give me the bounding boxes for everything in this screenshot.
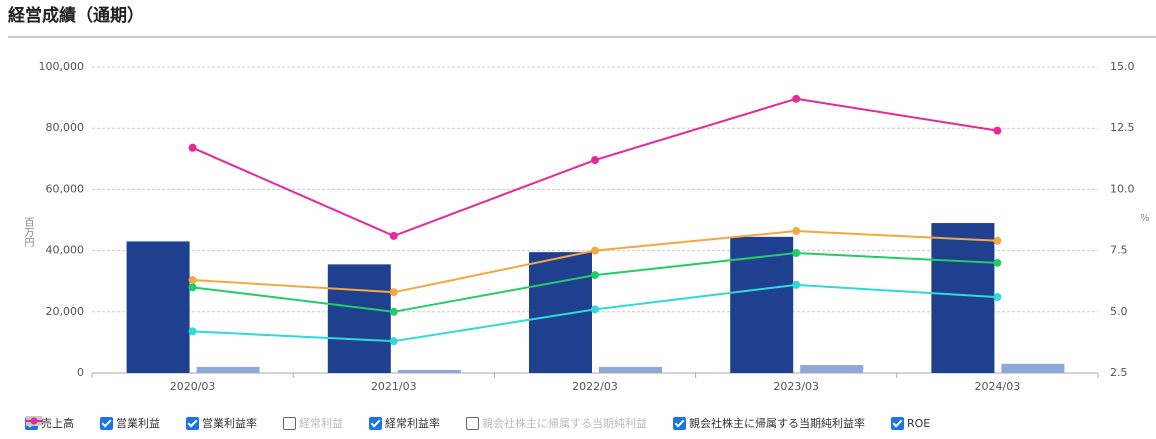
bar bbox=[529, 252, 592, 373]
y-tick-label: 60,000 bbox=[46, 182, 85, 195]
point bbox=[993, 293, 1002, 302]
y-tick-label: 20,000 bbox=[46, 305, 85, 318]
point bbox=[188, 327, 197, 336]
legend-item[interactable]: 親会社株主に帰属する当期純利益率 bbox=[25, 415, 865, 431]
checkbox[interactable] bbox=[283, 416, 296, 430]
line bbox=[192, 230, 998, 294]
point bbox=[389, 288, 398, 297]
point bbox=[188, 143, 197, 152]
y2-tick-label: 10.0 bbox=[1110, 182, 1135, 195]
point bbox=[792, 94, 801, 103]
x-tick-label: 2022/03 bbox=[572, 380, 618, 393]
chart-title: 経営成績（通期） bbox=[8, 5, 144, 26]
y-tick-label: 40,000 bbox=[46, 244, 85, 257]
point bbox=[792, 249, 801, 258]
legend-label: 経常利益 bbox=[299, 417, 343, 430]
point bbox=[389, 337, 398, 346]
point bbox=[993, 126, 1002, 135]
bar bbox=[599, 366, 662, 373]
y2-tick-label: 15.0 bbox=[1110, 60, 1135, 73]
legend-item[interactable]: 経常利益 bbox=[26, 415, 343, 431]
checkbox[interactable] bbox=[891, 416, 904, 430]
bar bbox=[397, 369, 461, 373]
y2-axis-label: % bbox=[1140, 213, 1150, 224]
legend-item[interactable]: ROE bbox=[25, 416, 931, 430]
x-tick-label: 2024/03 bbox=[975, 380, 1021, 393]
legend-label: 親会社株主に帰属する当期純利益率 bbox=[689, 417, 865, 430]
legend: 売上高 営業利益 営業利益率 経常利益 経常利益率 親会社株主に帰属する当期純利益 親会社株… bbox=[25, 415, 956, 431]
y-tick-label: 0 bbox=[77, 366, 84, 379]
chart: 経営成績（通期） 百万円 % 0 20,000 40,000 60,000 80,000… bbox=[8, 5, 1156, 393]
point bbox=[591, 156, 599, 165]
legend-label: 売上高 bbox=[41, 417, 74, 430]
legend-label: ROE bbox=[907, 416, 931, 430]
checkbox[interactable] bbox=[100, 416, 113, 430]
bar bbox=[327, 264, 391, 373]
legend-item[interactable]: 営業利益 bbox=[26, 415, 160, 431]
legend-item[interactable]: 親会社株主に帰属する当期純利益 bbox=[26, 415, 647, 431]
swatch bbox=[30, 417, 38, 425]
point bbox=[591, 305, 599, 314]
line bbox=[192, 97, 998, 237]
point bbox=[389, 307, 398, 316]
bar bbox=[1001, 363, 1065, 373]
point bbox=[993, 236, 1002, 245]
checkbox[interactable] bbox=[466, 416, 479, 430]
point bbox=[591, 271, 599, 280]
bar bbox=[931, 223, 995, 373]
y2-tick-label: 7.5 bbox=[1110, 244, 1128, 257]
checkbox[interactable] bbox=[186, 416, 199, 430]
y-tick-label: 80,000 bbox=[46, 121, 85, 134]
y-tick-label: 100,000 bbox=[39, 60, 85, 73]
y-axis-label: 百万円 bbox=[22, 217, 34, 248]
line bbox=[192, 252, 998, 313]
legend-label: 営業利益率 bbox=[202, 417, 257, 430]
legend-label: 親会社株主に帰属する当期純利益 bbox=[482, 417, 647, 430]
bar bbox=[800, 365, 864, 373]
y2-tick-label: 2.5 bbox=[1110, 366, 1128, 379]
x-tick-label: 2023/03 bbox=[773, 380, 819, 393]
y2-tick-label: 12.5 bbox=[1110, 121, 1135, 134]
legend-item[interactable]: 営業利益率 bbox=[25, 415, 257, 431]
x-tick-label: 2021/03 bbox=[371, 380, 417, 393]
y2-tick-label: 5.0 bbox=[1110, 305, 1128, 318]
checkbox[interactable] bbox=[673, 416, 686, 430]
point bbox=[792, 227, 801, 236]
checkbox[interactable] bbox=[369, 416, 382, 430]
legend-item[interactable]: 経常利益率 bbox=[25, 415, 440, 431]
bar bbox=[196, 366, 260, 373]
point bbox=[389, 231, 398, 240]
bar bbox=[126, 241, 190, 373]
legend-label: 営業利益 bbox=[116, 417, 160, 430]
point bbox=[188, 283, 197, 292]
legend-swatch bbox=[25, 417, 43, 425]
point bbox=[188, 275, 197, 284]
point bbox=[792, 280, 801, 289]
legend-label: 経常利益率 bbox=[385, 417, 440, 430]
point bbox=[993, 258, 1002, 267]
point bbox=[591, 246, 599, 255]
x-tick-label: 2020/03 bbox=[170, 380, 216, 393]
